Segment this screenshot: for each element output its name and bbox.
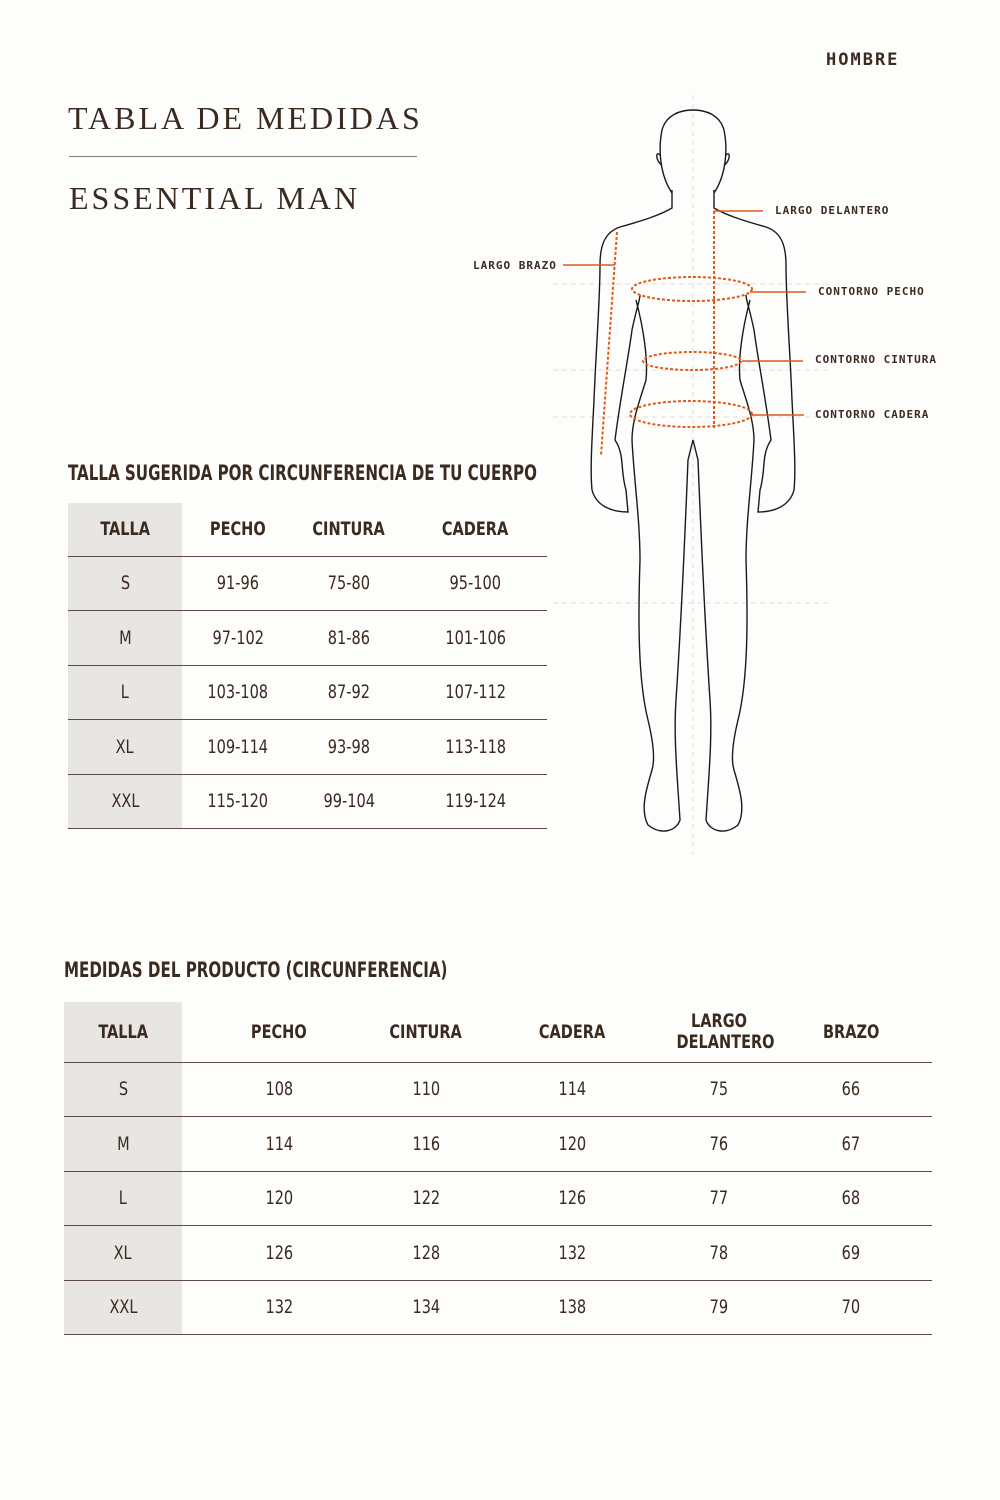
column-header: CADERA [538, 1020, 606, 1043]
value-cell: 119-124 [445, 790, 506, 813]
size-cell: XL [115, 735, 135, 758]
value-cell: 128 [412, 1241, 440, 1264]
value-cell: 68 [841, 1187, 861, 1210]
value-cell: 78 [709, 1241, 729, 1264]
size-cell: XXL [109, 1296, 137, 1319]
value-cell: 91-96 [216, 572, 260, 595]
table-header-row: TALLA PECHO CINTURA CADERA LARGO DELANTE… [64, 1002, 932, 1062]
value-cell: 138 [558, 1296, 586, 1319]
value-cell: 103-108 [207, 681, 269, 704]
size-cell: L [118, 1187, 128, 1210]
value-cell: 109-114 [207, 735, 269, 758]
column-header: TALLA [100, 518, 150, 541]
value-cell: 120 [265, 1187, 293, 1210]
size-cell: M [118, 626, 132, 649]
value-cell: 126 [558, 1187, 586, 1210]
column-header: CINTURA [312, 518, 386, 541]
value-cell: 87-92 [327, 681, 371, 704]
value-cell: 113-118 [445, 735, 506, 758]
label-contorno-pecho: CONTORNO PECHO [818, 285, 925, 298]
value-cell: 75 [709, 1078, 729, 1101]
value-cell: 134 [412, 1296, 440, 1319]
table-header-row: TALLA PECHO CINTURA CADERA [68, 503, 547, 556]
size-cell: M [116, 1132, 130, 1155]
value-cell: 132 [558, 1241, 586, 1264]
body-table-title: TALLA SUGERIDA POR CIRCUNFERENCIA DE TU … [68, 461, 537, 485]
column-header: LARGO DELANTERO [676, 1009, 775, 1053]
table-row: XXL 132 134 138 79 70 [64, 1279, 932, 1335]
value-cell: 66 [841, 1078, 861, 1101]
value-cell: 70 [841, 1296, 861, 1319]
value-cell: 115-120 [207, 790, 269, 813]
value-cell: 126 [265, 1241, 293, 1264]
value-cell: 110 [412, 1078, 440, 1101]
value-cell: 114 [558, 1078, 586, 1101]
value-cell: 69 [841, 1241, 861, 1264]
value-cell: 95-100 [449, 572, 502, 595]
value-cell: 101-106 [445, 626, 506, 649]
value-cell: 122 [412, 1187, 440, 1210]
size-cell: XL [113, 1241, 133, 1264]
label-largo-delantero: LARGO DELANTERO [775, 204, 890, 217]
size-cell: L [120, 681, 130, 704]
value-cell: 107-112 [445, 681, 506, 704]
column-header: BRAZO [822, 1020, 880, 1043]
column-header: TALLA [98, 1020, 148, 1043]
page-title: TABLA DE MEDIDAS [68, 100, 423, 136]
value-cell: 67 [841, 1132, 861, 1155]
label-contorno-cadera: CONTORNO CADERA [815, 408, 930, 421]
value-cell: 76 [709, 1132, 729, 1155]
value-cell: 77 [709, 1187, 729, 1210]
value-cell: 114 [265, 1132, 293, 1155]
table-row: L 120 122 126 77 68 [64, 1170, 932, 1226]
table-row: S 91-96 75-80 95-100 [68, 555, 547, 611]
value-cell: 93-98 [327, 735, 371, 758]
value-cell: 120 [558, 1132, 586, 1155]
gender-label: HOMBRE [826, 50, 900, 70]
column-header: CINTURA [389, 1020, 463, 1043]
table-row: L 103-108 87-92 107-112 [68, 664, 547, 720]
title-divider [69, 156, 417, 157]
column-header: PECHO [210, 518, 266, 541]
table-row: S 108 110 114 75 66 [64, 1061, 932, 1117]
table-row: M 97-102 81-86 101-106 [68, 610, 547, 665]
value-cell: 97-102 [212, 626, 264, 649]
product-table-title: MEDIDAS DEL PRODUCTO (CIRCUNFERENCIA) [64, 958, 448, 982]
value-cell: 132 [265, 1296, 293, 1319]
value-cell: 116 [412, 1132, 440, 1155]
label-largo-brazo: LARGO BRAZO [473, 259, 557, 272]
body-measurement-figure [553, 95, 830, 855]
value-cell: 79 [709, 1296, 729, 1319]
table-row: XL 126 128 132 78 69 [64, 1225, 932, 1280]
column-header: CADERA [442, 518, 509, 541]
size-cell: XXL [111, 790, 139, 813]
body-outline [590, 109, 796, 832]
value-cell: 81-86 [327, 626, 371, 649]
table-row: XL 109-114 93-98 113-118 [68, 719, 547, 774]
product-size-table: TALLA PECHO CINTURA CADERA LARGO DELANTE… [64, 1002, 932, 1335]
body-size-table: TALLA PECHO CINTURA CADERA S 91-96 75-80 95… [68, 503, 547, 829]
measurement-guides [600, 211, 753, 456]
table-row: M 114 116 120 76 67 [64, 1116, 932, 1171]
size-cell: S [120, 572, 130, 595]
table-row: XXL 115-120 99-104 119-124 [68, 773, 547, 829]
size-cell: S [118, 1078, 128, 1101]
value-cell: 108 [265, 1078, 293, 1101]
product-name: ESSENTIAL MAN [69, 180, 361, 216]
column-header: PECHO [251, 1020, 307, 1043]
label-contorno-cintura: CONTORNO CINTURA [815, 353, 937, 366]
value-cell: 75-80 [327, 572, 371, 595]
value-cell: 99-104 [323, 790, 375, 813]
